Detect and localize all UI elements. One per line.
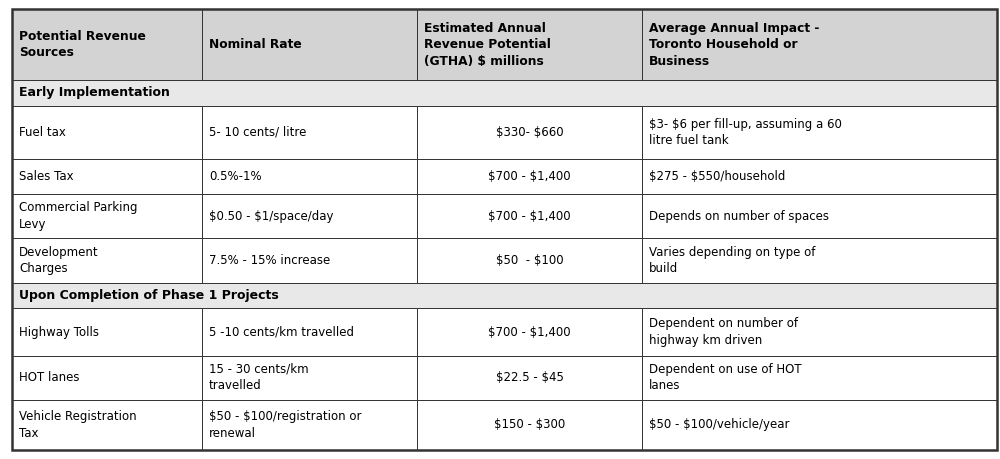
Text: 5- 10 cents/ litre: 5- 10 cents/ litre xyxy=(209,126,306,139)
Bar xyxy=(642,159,997,194)
Text: Estimated Annual
Revenue Potential
(GTHA) \$ millions: Estimated Annual Revenue Potential (GTHA… xyxy=(424,22,551,67)
Text: \$50  - \$100: \$50 - \$100 xyxy=(496,254,563,267)
Bar xyxy=(202,9,417,80)
Text: Early Implementation: Early Implementation xyxy=(19,86,170,99)
Bar xyxy=(12,9,202,80)
Bar xyxy=(12,106,202,159)
Bar xyxy=(417,194,642,238)
Text: \$330- \$660: \$330- \$660 xyxy=(496,126,563,139)
Bar xyxy=(202,238,417,283)
Bar xyxy=(202,194,417,238)
Text: HOT lanes: HOT lanes xyxy=(19,371,80,384)
Bar xyxy=(12,283,997,308)
Text: \$50 - \$100/registration or
renewal: \$50 - \$100/registration or renewal xyxy=(209,410,362,440)
Text: 7.5% - 15% increase: 7.5% - 15% increase xyxy=(209,254,330,267)
Bar xyxy=(417,238,642,283)
Text: 0.5%-1%: 0.5%-1% xyxy=(209,170,262,183)
Bar xyxy=(417,159,642,194)
Text: \$0.50 - \$1/space/day: \$0.50 - \$1/space/day xyxy=(209,210,334,223)
Bar xyxy=(202,159,417,194)
Text: \$700 - \$1,400: \$700 - \$1,400 xyxy=(488,210,571,223)
Bar xyxy=(202,356,417,400)
Text: Commercial Parking
Levy: Commercial Parking Levy xyxy=(19,202,138,231)
Bar xyxy=(202,106,417,159)
Text: Development
Charges: Development Charges xyxy=(19,246,99,275)
Text: \$150 - \$300: \$150 - \$300 xyxy=(494,418,565,431)
Text: Nominal Rate: Nominal Rate xyxy=(209,38,302,51)
Text: Fuel tax: Fuel tax xyxy=(19,126,66,139)
Bar xyxy=(12,194,202,238)
Bar xyxy=(417,106,642,159)
Text: Average Annual Impact -
Toronto Household or
Business: Average Annual Impact - Toronto Househol… xyxy=(649,22,819,67)
Text: Sales Tax: Sales Tax xyxy=(19,170,74,183)
Bar xyxy=(12,356,202,400)
Bar xyxy=(642,9,997,80)
Text: Dependent on use of HOT
lanes: Dependent on use of HOT lanes xyxy=(649,363,802,392)
Bar xyxy=(202,400,417,450)
Text: Upon Completion of Phase 1 Projects: Upon Completion of Phase 1 Projects xyxy=(19,289,279,302)
Bar xyxy=(642,308,997,356)
Bar xyxy=(12,400,202,450)
Bar xyxy=(642,238,997,283)
Text: 15 - 30 cents/km
travelled: 15 - 30 cents/km travelled xyxy=(209,363,309,392)
Text: Dependent on number of
highway km driven: Dependent on number of highway km driven xyxy=(649,317,798,347)
Bar xyxy=(417,356,642,400)
Text: \$3- \$6 per fill-up, assuming a 60
litre fuel tank: \$3- \$6 per fill-up, assuming a 60 litr… xyxy=(649,118,842,147)
Bar xyxy=(12,159,202,194)
Text: \$700 - \$1,400: \$700 - \$1,400 xyxy=(488,170,571,183)
Bar xyxy=(642,194,997,238)
Text: 5 -10 cents/km travelled: 5 -10 cents/km travelled xyxy=(209,325,354,338)
Bar xyxy=(12,238,202,283)
Bar xyxy=(642,356,997,400)
Text: Varies depending on type of
build: Varies depending on type of build xyxy=(649,246,815,275)
Text: Vehicle Registration
Tax: Vehicle Registration Tax xyxy=(19,410,137,440)
Text: Highway Tolls: Highway Tolls xyxy=(19,325,99,338)
Text: \$275 - \$550/household: \$275 - \$550/household xyxy=(649,170,785,183)
Bar xyxy=(417,400,642,450)
Bar xyxy=(12,308,202,356)
Bar xyxy=(12,80,997,106)
Bar xyxy=(417,9,642,80)
Text: Depends on number of spaces: Depends on number of spaces xyxy=(649,210,829,223)
Text: \$700 - \$1,400: \$700 - \$1,400 xyxy=(488,325,571,338)
Text: Potential Revenue
Sources: Potential Revenue Sources xyxy=(19,30,146,59)
Bar xyxy=(642,106,997,159)
Bar xyxy=(642,400,997,450)
Bar xyxy=(417,308,642,356)
Text: \$50 - \$100/vehicle/year: \$50 - \$100/vehicle/year xyxy=(649,418,790,431)
Text: \$22.5 - \$45: \$22.5 - \$45 xyxy=(496,371,563,384)
Bar xyxy=(202,308,417,356)
